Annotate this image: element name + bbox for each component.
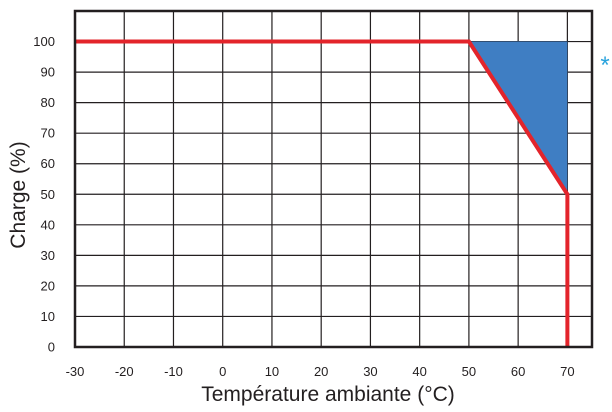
x-tick-label: -30 [66,364,85,379]
x-tick-labels: -30 -20 -10 0 10 20 30 40 50 60 70 [66,364,575,379]
plot-frame [73,9,594,349]
y-tick-label: 30 [41,248,55,263]
grid-lines [75,11,592,347]
y-tick-label: 100 [33,34,55,49]
y-tick-label: 80 [41,95,55,110]
load-derating-curve [75,39,570,347]
y-tick-label: 20 [41,278,55,293]
y-tick-label: 90 [41,65,55,80]
y-tick-labels: 0 10 20 30 40 50 60 70 80 90 100 [33,34,55,354]
y-tick-label: 70 [41,126,55,141]
y-tick-label: 0 [48,340,55,355]
y-tick-label: 10 [41,309,55,324]
x-tick-label: -20 [115,364,134,379]
x-tick-label: 0 [219,364,226,379]
y-axis-label: Charge (%) [7,141,30,248]
y-tick-label: 40 [41,217,55,232]
x-tick-label: 30 [363,364,377,379]
x-tick-label: 20 [314,364,328,379]
x-tick-label: 70 [560,364,574,379]
x-tick-label: 60 [511,364,525,379]
y-tick-label: 60 [41,156,55,171]
x-tick-label: 10 [265,364,279,379]
x-tick-label: 50 [462,364,476,379]
x-tick-label: 40 [412,364,426,379]
asterisk-annotation: * [600,52,609,79]
y-tick-label: 50 [41,187,55,202]
x-tick-label: -10 [164,364,183,379]
x-axis-label: Température ambiante (°C) [201,383,455,406]
